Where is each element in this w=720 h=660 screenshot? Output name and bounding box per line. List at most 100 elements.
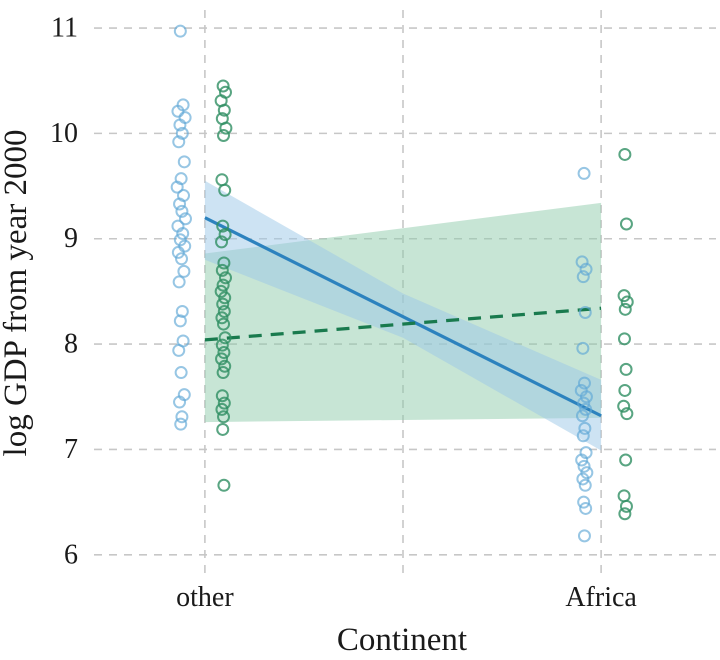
data-point — [617, 332, 631, 346]
data-point — [215, 263, 229, 277]
data-point — [578, 421, 592, 435]
data-point — [175, 204, 189, 218]
data-point — [618, 147, 632, 161]
data-point — [578, 305, 592, 319]
data-point — [619, 362, 633, 376]
data-point — [171, 245, 185, 259]
y-tick-label: 7 — [64, 434, 78, 465]
data-point — [177, 155, 191, 169]
blue-regression-line — [204, 216, 602, 418]
data-point — [218, 291, 232, 305]
data-point — [216, 366, 230, 380]
data-point — [217, 410, 231, 424]
x-tick-label: other — [176, 582, 234, 613]
data-point — [579, 501, 593, 515]
data-point — [216, 79, 230, 93]
data-point — [216, 278, 230, 292]
data-point — [620, 407, 634, 421]
data-point — [219, 271, 233, 285]
y-tick-label: 8 — [64, 329, 78, 360]
data-point — [216, 422, 230, 436]
tick-layer: 6 7 8 9 10 11 other Africa — [50, 13, 637, 613]
data-point — [577, 529, 591, 543]
point-layer — [170, 24, 634, 543]
data-point — [575, 453, 589, 467]
data-point — [619, 453, 633, 467]
y-tick-label: 10 — [50, 118, 78, 149]
data-point — [216, 219, 230, 233]
data-point — [173, 24, 187, 38]
data-point — [215, 338, 229, 352]
grid-layer — [94, 10, 716, 578]
data-point — [217, 128, 231, 142]
data-point — [173, 118, 187, 132]
data-point — [175, 252, 189, 266]
data-point — [175, 304, 189, 318]
data-point — [575, 409, 589, 423]
data-point — [217, 256, 231, 270]
data-point — [170, 180, 184, 194]
data-point — [173, 197, 187, 211]
data-point — [619, 217, 633, 231]
green-regression-line — [204, 306, 602, 342]
y-tick-label: 9 — [64, 223, 78, 254]
data-point — [576, 429, 590, 443]
data-point — [217, 103, 231, 117]
y-tick-label: 6 — [64, 539, 78, 570]
data-point — [218, 183, 232, 197]
data-point — [217, 396, 231, 410]
data-point — [215, 311, 229, 325]
data-point — [215, 173, 229, 187]
data-point — [618, 383, 632, 397]
data-point — [579, 262, 593, 276]
data-point — [579, 402, 593, 416]
data-point — [172, 343, 186, 357]
data-point — [218, 359, 232, 373]
data-point — [175, 410, 189, 424]
data-point — [215, 235, 229, 249]
data-point — [577, 495, 591, 509]
data-point — [618, 507, 632, 521]
data-point — [217, 478, 231, 492]
data-point — [172, 135, 186, 149]
data-point — [218, 331, 232, 345]
data-point — [215, 352, 229, 366]
data-point — [216, 297, 230, 311]
data-point — [575, 255, 589, 269]
data-point — [218, 228, 232, 242]
y-axis-title: log GDP from year 2000 — [0, 130, 34, 457]
data-point — [215, 389, 229, 403]
data-point — [576, 270, 590, 284]
data-point — [174, 366, 188, 380]
data-point — [172, 275, 186, 289]
x-tick-label: Africa — [565, 582, 637, 613]
data-point — [577, 396, 591, 410]
data-point — [171, 104, 185, 118]
data-point — [217, 346, 231, 360]
data-point — [173, 314, 187, 328]
data-point — [174, 417, 188, 431]
data-point — [619, 499, 633, 513]
data-point — [617, 289, 631, 303]
data-point — [577, 166, 591, 180]
data-point — [217, 317, 231, 331]
data-point — [177, 264, 191, 278]
data-point — [215, 402, 229, 416]
data-point — [173, 395, 187, 409]
data-point — [578, 478, 592, 492]
data-point — [577, 376, 591, 390]
x-axis-title: Continent — [337, 622, 467, 658]
data-point — [178, 212, 192, 226]
data-point — [577, 459, 591, 473]
data-point — [620, 295, 634, 309]
data-point — [219, 121, 233, 135]
data-point — [617, 489, 631, 503]
data-point — [617, 399, 631, 413]
data-point — [214, 284, 228, 298]
line-layer — [204, 216, 602, 418]
data-point — [618, 302, 632, 316]
data-point — [576, 472, 590, 486]
data-point — [579, 390, 593, 404]
data-point — [176, 226, 190, 240]
